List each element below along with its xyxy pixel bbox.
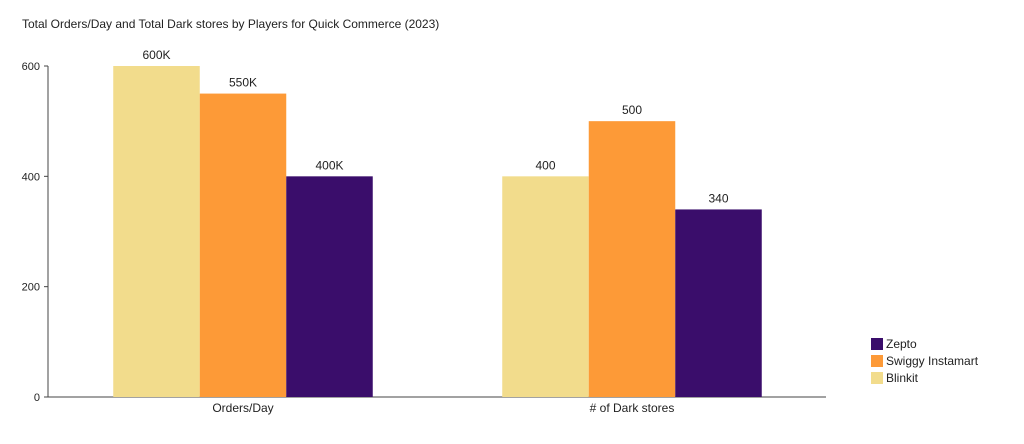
y-tick-label: 600 — [22, 61, 40, 73]
x-category-label: # of Dark stores — [590, 401, 675, 415]
data-label-zepto: 340 — [708, 191, 728, 205]
chart-title: Total Orders/Day and Total Dark stores b… — [22, 17, 439, 31]
y-tick-label: 0 — [34, 392, 40, 404]
bar-blinkit — [502, 176, 589, 397]
data-labels: 600K 550K 400K 400 500 340 — [142, 48, 728, 205]
legend-swatch-zepto — [871, 338, 883, 350]
legend-label-blinkit: Blinkit — [886, 371, 919, 385]
bar-zepto — [675, 209, 762, 397]
y-tick-label: 200 — [22, 282, 40, 294]
legend-label-swiggy-instamart: Swiggy Instamart — [886, 354, 979, 368]
legend-swatch-swiggy-instamart — [871, 355, 883, 367]
x-axis: Orders/Day # of Dark stores — [48, 396, 826, 415]
bar-blinkit — [113, 66, 200, 397]
legend-label-zepto: Zepto — [886, 337, 917, 351]
data-label-swiggy-instamart: 500 — [622, 103, 642, 117]
y-tick-label: 400 — [22, 171, 40, 183]
bars — [113, 66, 762, 398]
data-label-blinkit: 400 — [535, 158, 555, 172]
data-label-zepto: 400K — [315, 158, 343, 172]
legend: Zepto Swiggy Instamart Blinkit — [871, 337, 979, 385]
legend-swatch-blinkit — [871, 372, 883, 384]
bar-zepto — [286, 176, 373, 397]
data-label-swiggy-instamart: 550K — [229, 76, 257, 90]
x-category-label: Orders/Day — [212, 401, 273, 415]
bar-swiggy-instamart — [199, 93, 287, 397]
y-axis: 0 200 400 600 — [22, 61, 49, 404]
bar-swiggy-instamart — [588, 121, 676, 398]
data-label-blinkit: 600K — [142, 48, 170, 62]
